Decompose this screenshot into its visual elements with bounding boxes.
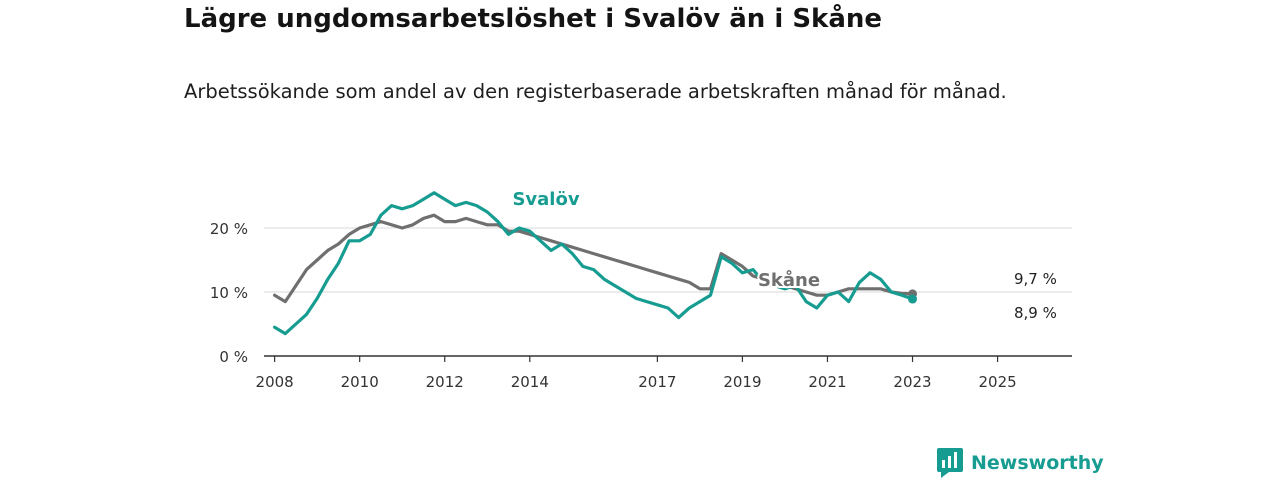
chart-title: Lägre ungdomsarbetslöshet i Svalöv än i …: [184, 4, 883, 34]
x-tick-label: 2025: [978, 373, 1016, 391]
y-tick-label: 0 %: [219, 348, 248, 366]
x-tick-label: 2019: [723, 373, 761, 391]
series-line-skne: [273, 213, 915, 304]
end-value-label-svalov: 8,9 %: [1014, 304, 1057, 322]
y-tick-label: 10 %: [210, 284, 248, 302]
series-lines: [273, 191, 918, 336]
brand-name: Newsworthy: [971, 452, 1104, 474]
x-tick-label: 2012: [426, 373, 464, 391]
x-tick-label: 2014: [511, 373, 549, 391]
chart-subtitle: Arbetssökande som andel av den registerb…: [184, 80, 1007, 103]
newsworthy-logo-icon: [937, 448, 963, 478]
x-tick-label: 2021: [808, 373, 846, 391]
x-tick-label: 2010: [341, 373, 379, 391]
y-tick-label: 20 %: [210, 220, 248, 238]
end-value-label-skane: 9,7 %: [1014, 270, 1057, 288]
series-label-skane: Skåne: [758, 269, 820, 291]
axes: 0 % 10 % 20 % 2008 2010 2012 2014 2017 2019 2021 2…: [210, 220, 1072, 391]
series-label-svalov: Svalöv: [512, 189, 579, 210]
brand-logo: Newsworthy: [937, 448, 1104, 478]
series-line-svalv: [273, 191, 915, 336]
grid-lines: [264, 227, 1072, 293]
series-labels: Svalöv Skåne 9,7 % 8,9 %: [512, 189, 1056, 322]
x-tick-label: 2023: [893, 373, 931, 391]
x-tick-label: 2017: [638, 373, 676, 391]
series-end-point: [908, 294, 918, 304]
x-tick-label: 2008: [256, 373, 294, 391]
